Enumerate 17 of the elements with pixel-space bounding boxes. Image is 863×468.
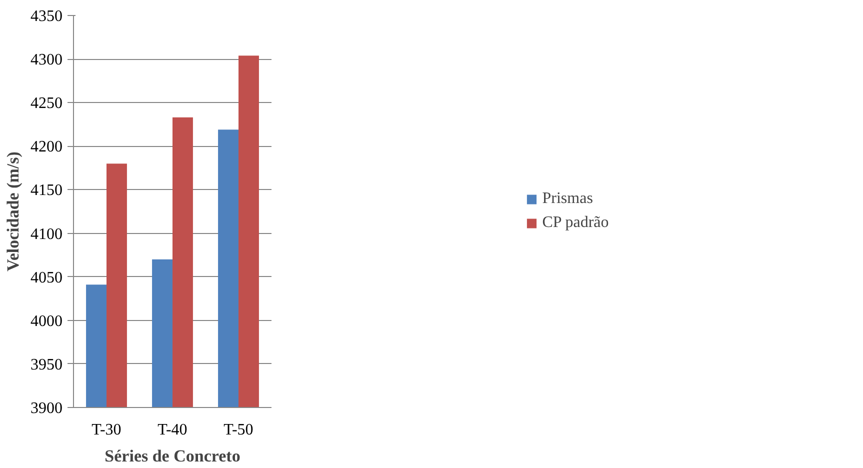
legend-label: CP padrão (542, 214, 609, 232)
y-tick-label: 4000 (30, 312, 62, 330)
x-tick-label: T-30 (92, 422, 122, 438)
y-tick-label: 4050 (30, 269, 62, 286)
y-tick-label: 4150 (30, 182, 62, 200)
x-axis-title: Séries de Concreto (104, 446, 240, 466)
y-tick-label: 4250 (30, 95, 62, 112)
y-tick-label: 4300 (30, 52, 62, 69)
legend-label: Prismas (542, 190, 593, 208)
x-tick-label: T-50 (224, 422, 254, 438)
x-tick-label: T-40 (158, 422, 188, 438)
y-tick-label: 3950 (30, 356, 62, 374)
y-tick-label: 4200 (30, 138, 62, 156)
y-tick-label: 3900 (30, 400, 62, 417)
y-axis-title: Velocidade (m/s) (4, 152, 22, 272)
y-tick-label: 4350 (30, 8, 62, 25)
y-tick-label: 4100 (30, 226, 62, 243)
